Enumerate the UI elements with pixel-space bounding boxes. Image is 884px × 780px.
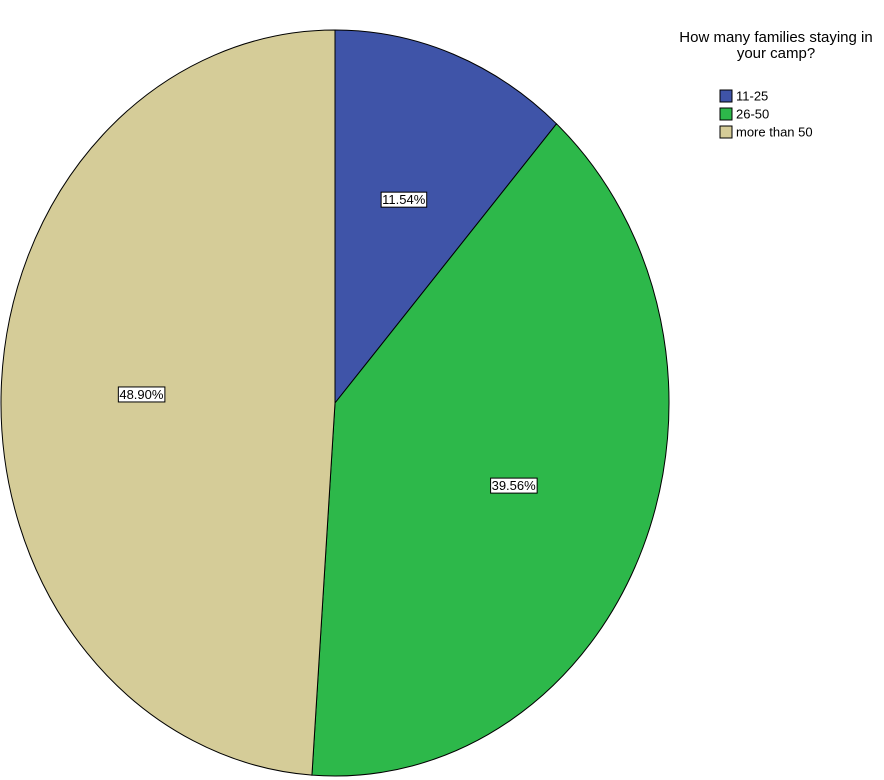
pie-slice: [311, 123, 670, 777]
data-label-box: [490, 477, 538, 494]
legend-swatch: [719, 125, 733, 139]
pie-slice: [334, 29, 558, 405]
legend-swatch: [719, 89, 733, 103]
legend-label: more than 50: [736, 124, 813, 139]
legend-label: 11-25: [736, 88, 768, 103]
pie-slice: [0, 29, 336, 776]
data-label-box: [380, 191, 428, 208]
data-label: 11.54%: [382, 192, 426, 207]
data-label-box: [117, 386, 166, 403]
data-label: 39.56%: [492, 478, 537, 493]
data-label: 48.90%: [119, 387, 164, 402]
legend-title: How many families staying in your camp?: [679, 29, 873, 62]
legend-label: 26-50: [736, 106, 769, 121]
legend-swatch: [719, 107, 733, 121]
